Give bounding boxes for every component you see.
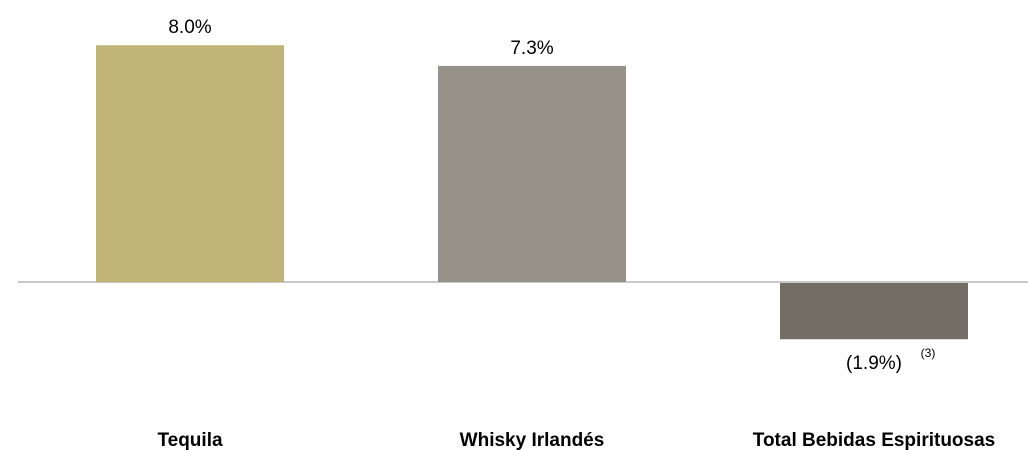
- labels-layer: 8.0% Tequila 7.3% Whisky Irlandés (1.9%) (3) T…: [157, 17, 995, 450]
- data-label: 7.3%: [510, 38, 553, 59]
- category-label: Whisky Irlandés: [460, 430, 605, 450]
- category-label: Total Bebidas Espirituosas: [753, 430, 995, 450]
- data-label: 8.0%: [168, 17, 211, 38]
- bar: [96, 45, 284, 283]
- bar: [438, 65, 626, 282]
- bars-layer: [96, 45, 968, 340]
- footnote-marker: (3): [921, 346, 936, 360]
- data-label: (1.9%): [846, 353, 902, 374]
- category-label: Tequila: [157, 430, 223, 450]
- bar: [780, 283, 968, 340]
